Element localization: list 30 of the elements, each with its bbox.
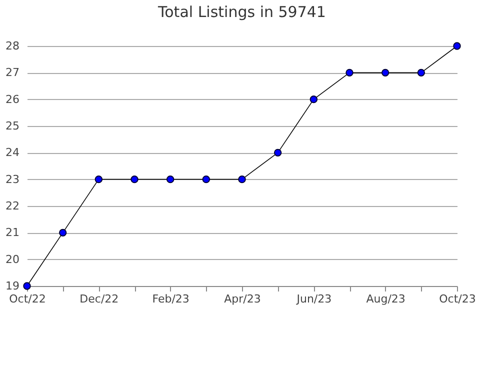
y-tick-label: 22 [6,200,20,212]
y-tick-label: 23 [6,172,20,186]
y-tick-label: 20 [6,252,20,266]
point [453,42,461,50]
x-tick-label: Oct/22 [9,292,46,306]
point [310,95,318,104]
point [381,68,390,77]
point [58,228,67,237]
point [166,175,174,184]
x-tick-label: Aug/23 [366,292,406,306]
y-tick-label: 27 [6,66,20,80]
y-tick-label: 21 [6,226,20,240]
point [346,68,354,77]
y-tick-label: 24 [6,146,20,160]
point [238,175,246,184]
x-tick-label: Dec/22 [80,292,119,306]
point [130,175,138,184]
y-tick-label: 25 [6,120,20,132]
x-tick-label: Jun/23 [296,292,332,306]
point [94,175,103,184]
y-tick-label: 19 [6,280,20,292]
x-tick-label: Apr/23 [224,292,261,306]
y-tick-label: 28 [6,40,20,52]
point [202,175,210,184]
point [274,148,282,157]
point [417,68,426,77]
x-tick-label: Feb/23 [152,292,190,306]
chart-title: Total Listings in 59741 [157,3,326,21]
x-tick-label: Oct/23 [439,292,476,306]
y-tick-label: 26 [6,92,20,106]
